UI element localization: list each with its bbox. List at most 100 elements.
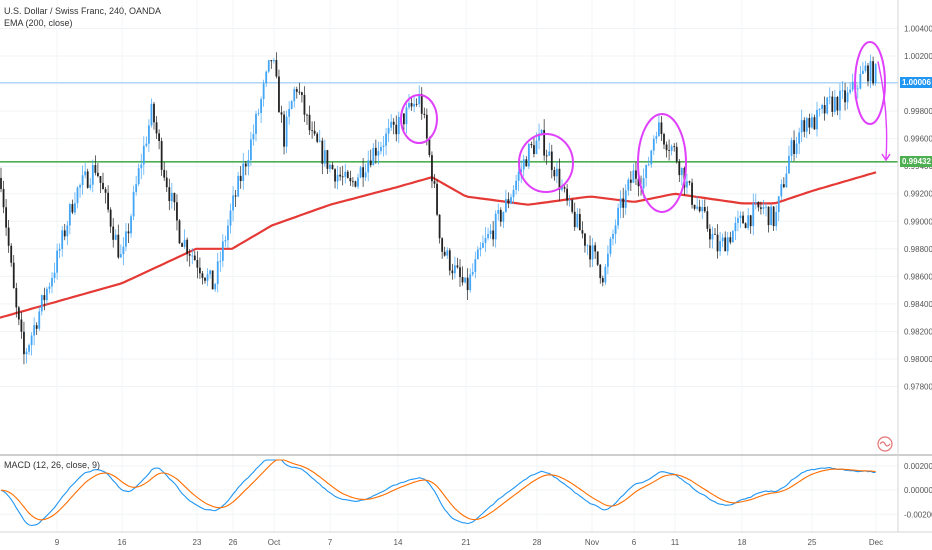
candle-up [79,185,81,188]
candle-down [392,121,395,125]
candle-down [673,146,676,148]
candle-up [61,230,64,249]
candle-up [489,230,492,234]
candle-up [568,199,571,201]
candle-down [0,177,2,189]
candle-down [749,215,752,227]
candle-up [265,71,268,84]
candle-up [859,74,862,89]
candle-up [754,201,757,204]
candle-up [856,88,859,90]
macd-tick-label: -0.00200 [904,510,932,519]
candle-up [336,174,339,182]
candle-up [285,116,288,147]
candle-up [726,237,729,252]
candle-up [405,107,408,125]
candle-down [782,184,785,188]
candle-up [752,203,755,227]
candle-up [148,125,150,144]
candle-up [734,222,737,232]
candle-up [765,206,767,208]
candle-up [132,191,135,217]
candle-up [68,204,71,226]
candle-down [596,251,599,265]
candle-up [390,121,393,128]
candle-up [826,97,829,114]
candle-down [308,114,311,131]
annotations [400,41,891,213]
candle-down [186,239,189,255]
candle-up [469,274,472,291]
candle-down [757,201,760,208]
candle-down [714,233,716,235]
candle-down [428,138,431,156]
candle-down [545,155,548,157]
candle-down [601,278,604,283]
candle-up [527,144,530,167]
candle-down [436,183,438,215]
candle-down [278,76,280,113]
macd-line [0,459,876,527]
candle-up [382,145,385,147]
candle-down [499,209,502,222]
candle-down [688,181,691,183]
candle-up [221,241,224,261]
candle-down [20,319,23,332]
candle-up [28,345,30,352]
candle-down [410,103,413,107]
candle-up [658,122,660,137]
candle-up [494,213,497,240]
candle-down [415,103,418,105]
candle-up [237,175,240,197]
candle-up [515,180,517,190]
candle-down [448,250,451,271]
candle-up [800,120,803,133]
candle-up [454,265,456,274]
candle-up [216,261,219,284]
candle-down [581,230,584,234]
candle-up [586,245,589,247]
candle-up [680,167,683,176]
candle-up [833,96,836,112]
candle-up [48,286,51,289]
candle-down [635,170,637,179]
candle-up [874,64,877,84]
candle-down [403,113,405,125]
candle-down [211,270,214,290]
candle-up [849,89,852,93]
candle-up [795,143,798,154]
candle-up [612,234,614,239]
candle-down [543,129,546,156]
candle-up [780,184,783,197]
candle-down [193,255,196,261]
price-tick-label: 0.99000 [904,217,932,226]
candle-down [153,103,155,123]
candle-down [321,140,324,164]
candle-up [224,240,227,242]
candle-down [12,262,15,289]
candle-up [413,103,415,107]
candle-down [341,176,344,178]
candle-down [201,273,204,278]
candle-down [431,155,433,182]
candle-up [214,283,217,290]
candle-up [122,246,125,255]
candle-up [250,139,252,160]
candle-up [805,118,808,132]
candle-down [760,207,762,209]
candle-down [283,114,285,147]
candle-up [142,145,145,165]
candle-up [446,250,449,256]
candle-up [775,211,778,227]
candle-up [652,138,655,151]
candle-up [242,163,245,182]
candle-up [33,325,36,336]
candle-up [816,109,818,130]
time-tick-label: 6 [632,538,637,547]
candle-up [785,173,788,188]
candle-down [678,161,681,176]
time-tick-label: Nov [585,538,599,547]
candle-up [25,351,28,355]
candle-down [724,237,727,252]
